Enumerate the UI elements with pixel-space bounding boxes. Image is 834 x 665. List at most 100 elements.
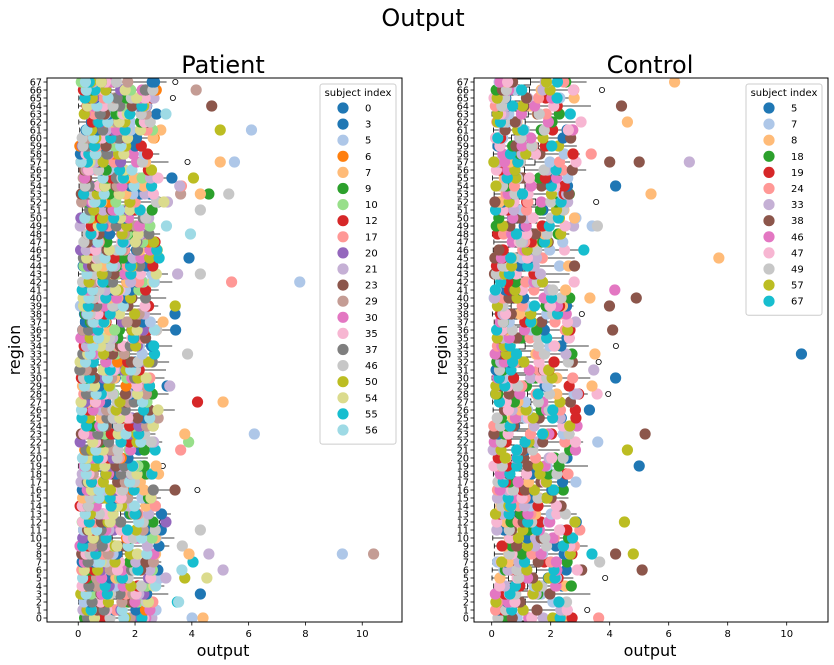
patient-point-s5 <box>294 276 306 288</box>
patient-y-tick-label: 61 <box>30 125 42 136</box>
patient-y-tick-label: 67 <box>30 77 42 88</box>
patient-legend-marker-12 <box>337 215 349 227</box>
patient-point-s50 <box>214 124 226 136</box>
control-point-s38 <box>604 156 616 168</box>
control-y-tick-label: 10 <box>457 533 469 544</box>
control-point-s67 <box>519 436 531 448</box>
patient-x-tick-label: 2 <box>132 629 138 640</box>
control-y-tick-label: 6 <box>463 565 469 576</box>
control-point-s57 <box>543 364 555 376</box>
patient-point-s50 <box>143 356 155 368</box>
patient-point-s29 <box>152 412 164 424</box>
patient-point-s12 <box>141 148 154 160</box>
patient-y-tick-label: 24 <box>30 421 42 432</box>
patient-point-s23 <box>206 100 218 112</box>
control-xlabel: output <box>624 641 677 660</box>
patient-legend-marker-50 <box>337 376 349 388</box>
control-point-s38 <box>607 324 619 336</box>
control-point-s24 <box>567 372 579 384</box>
control-legend-label-47: 47 <box>791 248 804 259</box>
control-legend-marker-57 <box>763 279 775 291</box>
patient-y-tick-label: 17 <box>30 477 42 488</box>
patient-y-tick-label: 54 <box>30 181 42 192</box>
control-legend-marker-19 <box>763 166 775 178</box>
control-y-tick-label: 51 <box>457 205 469 216</box>
control-point-s67 <box>551 92 563 104</box>
patient-legend-marker-9 <box>337 182 349 195</box>
control-y-tick-label: 66 <box>457 85 469 96</box>
control-y-tick-label: 13 <box>457 509 469 520</box>
patient-point-s0 <box>170 324 182 336</box>
control-point-s38 <box>633 156 645 168</box>
control-y-tick-label: 2 <box>463 597 469 608</box>
patient-legend-marker-10 <box>337 199 349 211</box>
control-y-tick-label: 45 <box>457 253 469 264</box>
patient-legend-label-35: 35 <box>365 329 378 340</box>
control-y-tick-label: 54 <box>457 181 469 192</box>
patient-legend-marker-55 <box>337 408 349 420</box>
patient-y-tick-label: 35 <box>30 333 42 344</box>
control-point-s7 <box>592 436 604 448</box>
control-point-s67 <box>510 348 523 360</box>
control-point-s38 <box>488 428 500 440</box>
patient-y-tick-label: 46 <box>30 245 42 256</box>
patient-point-s46 <box>140 212 152 224</box>
control-point-s47 <box>546 452 558 464</box>
patient-legend-label-50: 50 <box>365 377 378 388</box>
control-point-s67 <box>566 532 579 544</box>
control-point-s57 <box>618 516 631 528</box>
patient-point-s9 <box>203 188 215 200</box>
patient-y-tick-label: 6 <box>36 565 42 576</box>
control-y-tick-label: 34 <box>457 341 469 352</box>
control-point-s24 <box>520 276 532 288</box>
patient-point-s56 <box>173 596 185 608</box>
patient-point-s7 <box>217 396 229 408</box>
control-outlier <box>595 358 602 365</box>
patient-point-s56 <box>176 564 188 576</box>
patient-y-tick-label: 1 <box>36 605 42 616</box>
control-outlier <box>584 607 591 614</box>
control-point-s47 <box>502 78 514 88</box>
control-legend-label-19: 19 <box>791 168 804 179</box>
control-point-s47 <box>523 172 535 184</box>
patient-point-s46 <box>135 580 147 592</box>
control-point-s33 <box>534 268 547 280</box>
control-point-s18 <box>557 484 569 496</box>
patient-point-s46 <box>176 540 188 552</box>
patient-y-tick-label: 26 <box>30 405 42 416</box>
patient-point-s23 <box>119 388 132 400</box>
patient-point-s46 <box>194 268 206 280</box>
control-legend-box <box>745 83 823 316</box>
patient-y-tick-label: 23 <box>30 429 42 440</box>
patient-point-s56 <box>128 500 141 512</box>
control-point-s57 <box>627 548 639 560</box>
patient-point-s56 <box>160 220 173 232</box>
control-point-s67 <box>516 188 529 200</box>
control-legend-label-46: 46 <box>791 232 804 243</box>
patient-y-tick-label: 36 <box>30 325 42 336</box>
patient-y-tick-label: 16 <box>30 485 42 496</box>
patient-legend-marker-37 <box>337 343 349 356</box>
patient-point-s54 <box>201 572 213 584</box>
patient-y-tick-label: 50 <box>30 213 42 224</box>
control-legend-marker-7 <box>763 118 775 130</box>
control-point-s8 <box>669 78 681 88</box>
control-y-tick-label: 9 <box>463 541 469 552</box>
patient-y-tick-label: 9 <box>36 541 42 552</box>
patient-point-s10 <box>136 172 148 184</box>
control-y-tick-label: 24 <box>457 421 469 432</box>
control-point-s57 <box>490 180 502 192</box>
control-legend-label-18: 18 <box>791 152 804 163</box>
control-point-s57 <box>488 156 500 168</box>
patient-legend-label-55: 55 <box>365 409 378 420</box>
control-point-s5 <box>795 348 808 360</box>
patient-y-tick-label: 0 <box>36 613 42 624</box>
patient-point-s29 <box>121 316 133 328</box>
control-point-s5 <box>610 372 622 384</box>
control-point-s38 <box>630 292 642 304</box>
control-y-tick-label: 16 <box>457 485 469 496</box>
patient-x-tick-label: 0 <box>75 629 81 640</box>
patient-y-tick-label: 56 <box>30 165 42 176</box>
patient-point-s55 <box>116 572 129 584</box>
